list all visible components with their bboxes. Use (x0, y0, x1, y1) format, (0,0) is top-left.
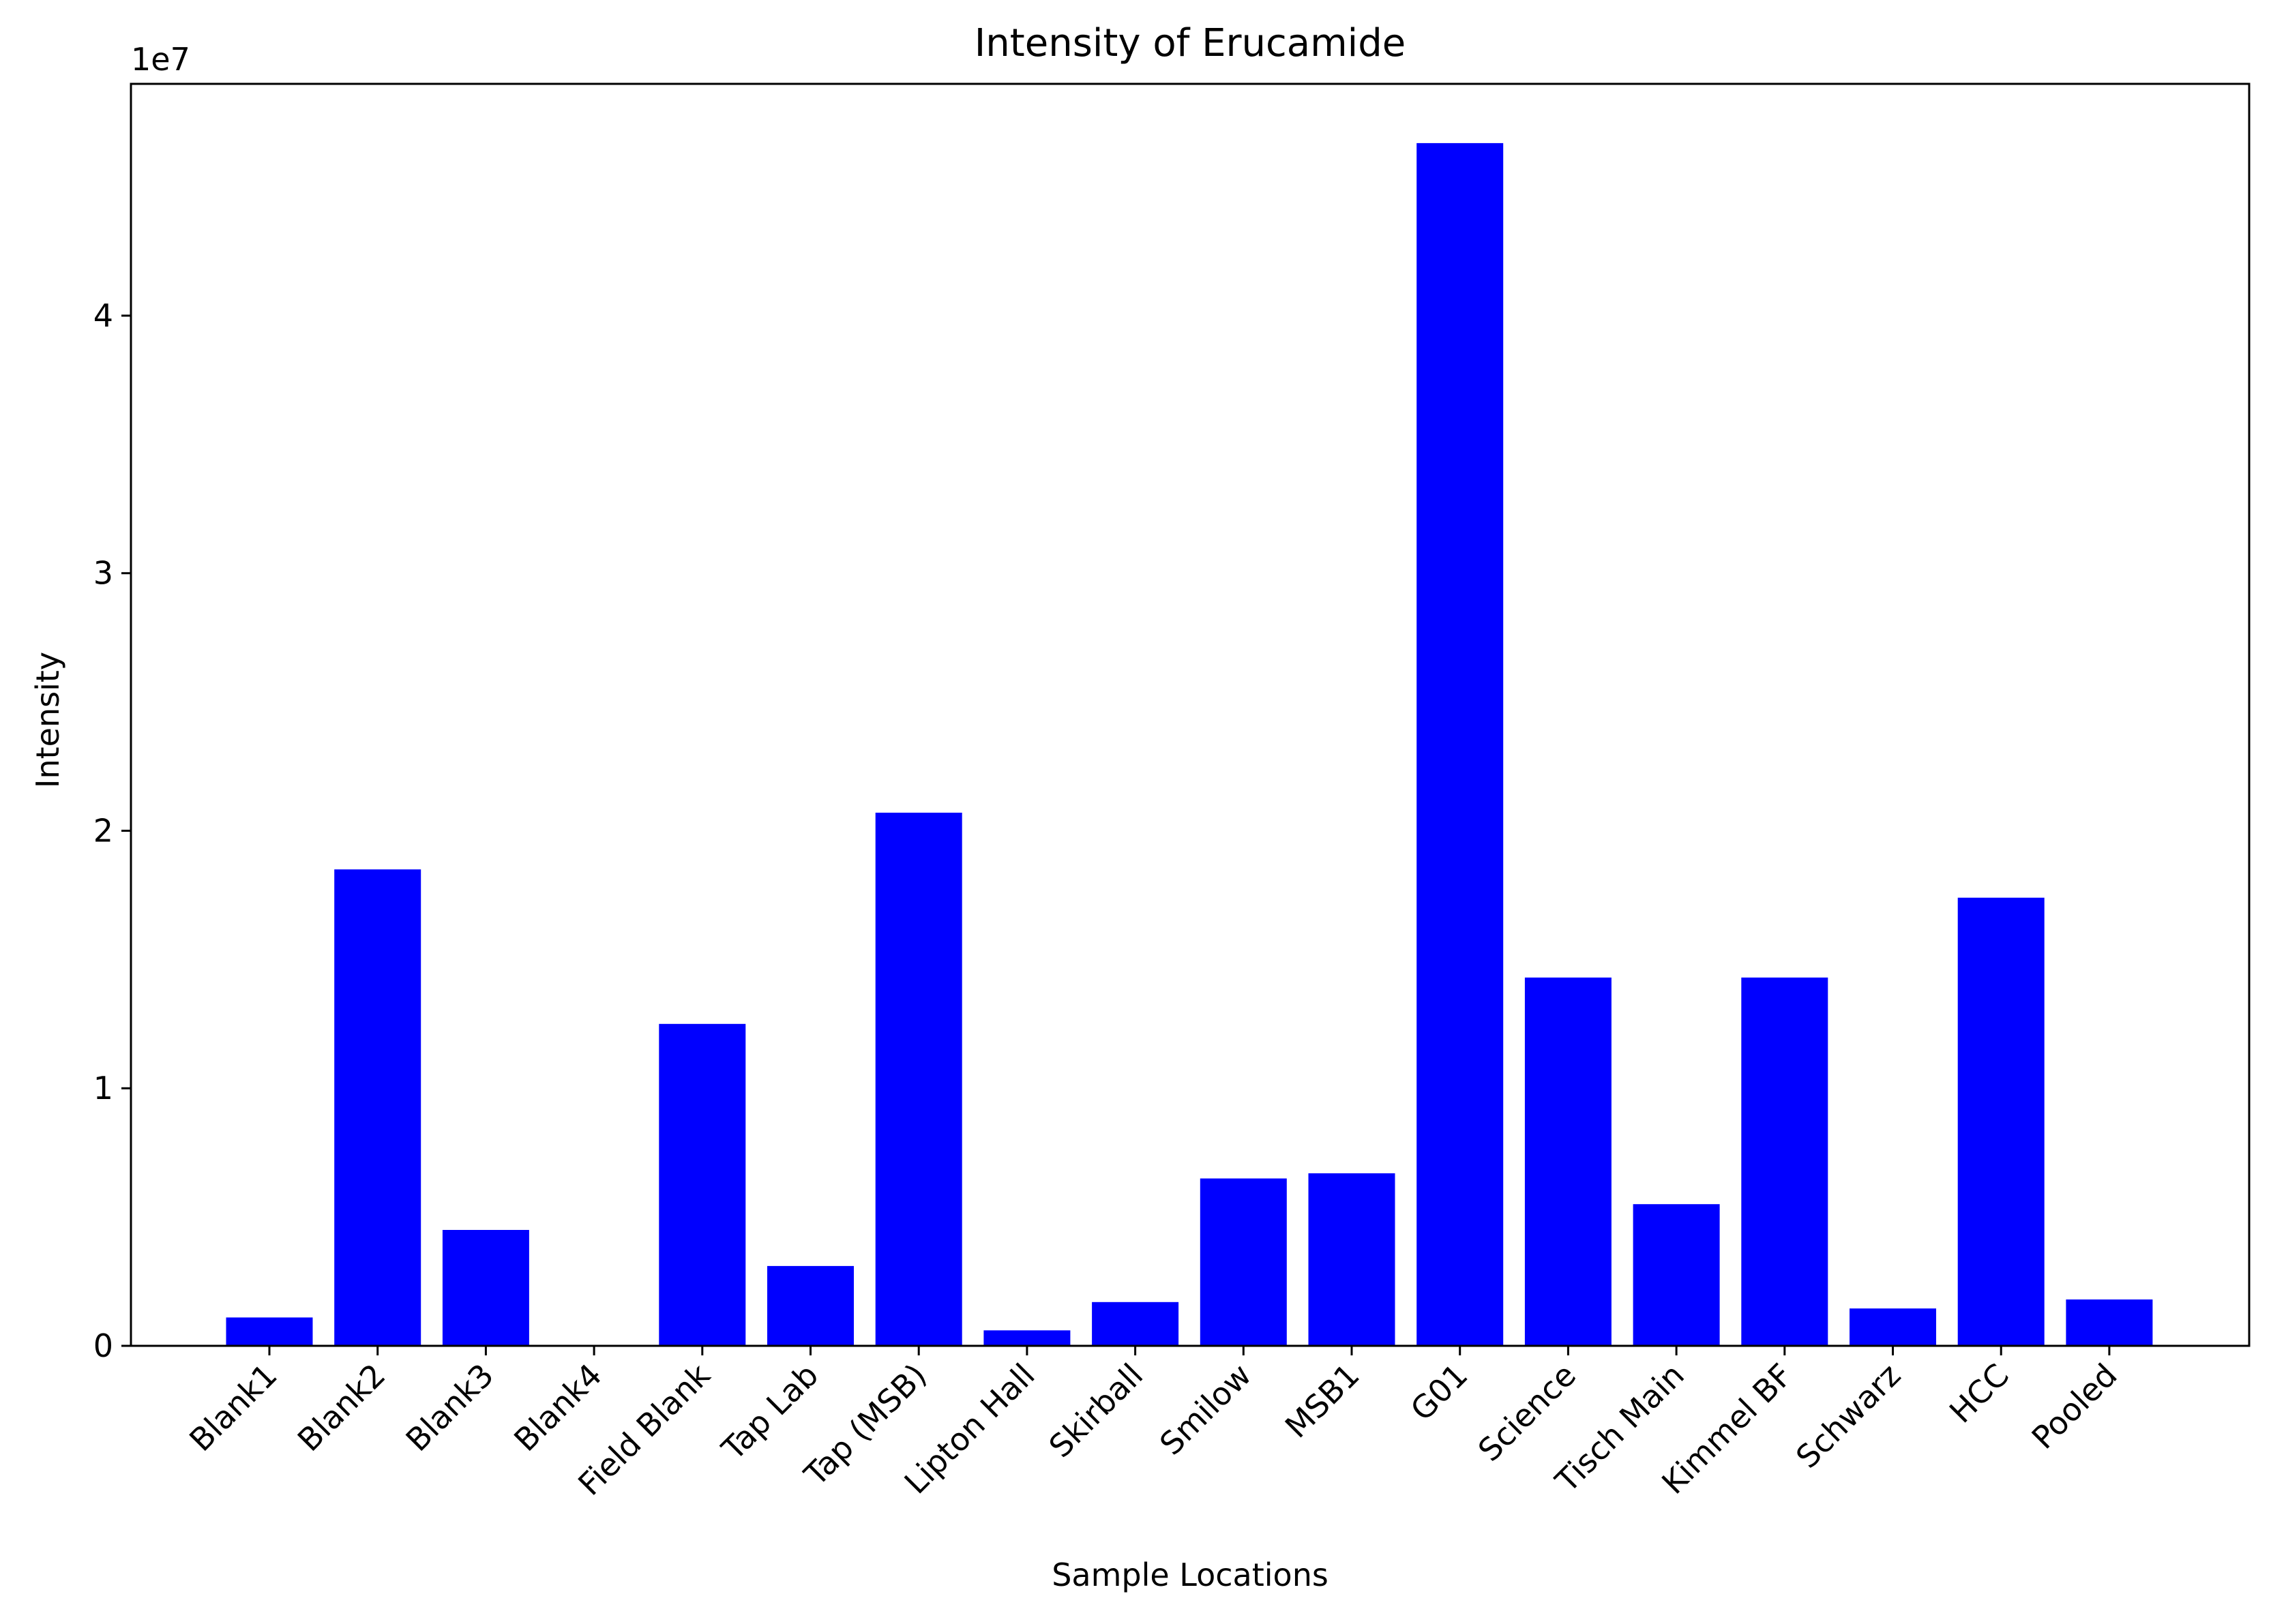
chart-title: Intensity of Erucamide (975, 21, 1406, 65)
x-tick-label: Tap Lab (714, 1357, 825, 1468)
x-tick-label: Pooled (2025, 1357, 2124, 1456)
x-tick-label: G01 (1404, 1357, 1475, 1428)
x-tick-label: Blank3 (399, 1357, 501, 1459)
x-tick-label: Science (1471, 1357, 1583, 1469)
bar (334, 869, 421, 1346)
y-tick-label: 2 (93, 813, 113, 849)
bar (1850, 1308, 1936, 1346)
x-tick-label: Blank2 (291, 1357, 393, 1459)
x-tick-label: HCC (1942, 1357, 2016, 1430)
x-tick-label: Skirball (1042, 1357, 1151, 1465)
bar (226, 1317, 313, 1346)
bar (767, 1265, 854, 1346)
y-axis-label: Intensity (29, 652, 66, 788)
bar (1633, 1204, 1720, 1346)
bar (983, 1330, 1071, 1346)
bars-group (226, 142, 2153, 1346)
x-tick-label: Blank4 (507, 1357, 609, 1459)
bar (1308, 1173, 1395, 1346)
x-axis-label: Sample Locations (1052, 1557, 1329, 1593)
y-tick-label: 0 (93, 1327, 113, 1364)
bar (1741, 977, 1828, 1346)
x-tick-label: Schwarz (1789, 1357, 1908, 1475)
bar (1957, 897, 2045, 1346)
y-tick-label: 1 (93, 1070, 113, 1107)
bar (2066, 1299, 2153, 1346)
bar (1092, 1302, 1179, 1346)
x-tick-label: Blank1 (182, 1357, 284, 1459)
bar (875, 813, 962, 1346)
y-offset-label: 1e7 (131, 41, 190, 78)
bar (1200, 1178, 1287, 1346)
plot-frame (130, 82, 2251, 1347)
bar (659, 1023, 746, 1346)
y-tick-label: 4 (93, 297, 113, 334)
y-ticks-group: 0 1 2 3 4 (93, 297, 131, 1364)
x-tick-label: MSB1 (1278, 1357, 1367, 1445)
x-tick-label: Smilow (1153, 1357, 1258, 1462)
bar (1416, 142, 1504, 1346)
bar (442, 1230, 529, 1346)
y-tick-label: 3 (93, 555, 113, 592)
bar (1524, 977, 1612, 1346)
